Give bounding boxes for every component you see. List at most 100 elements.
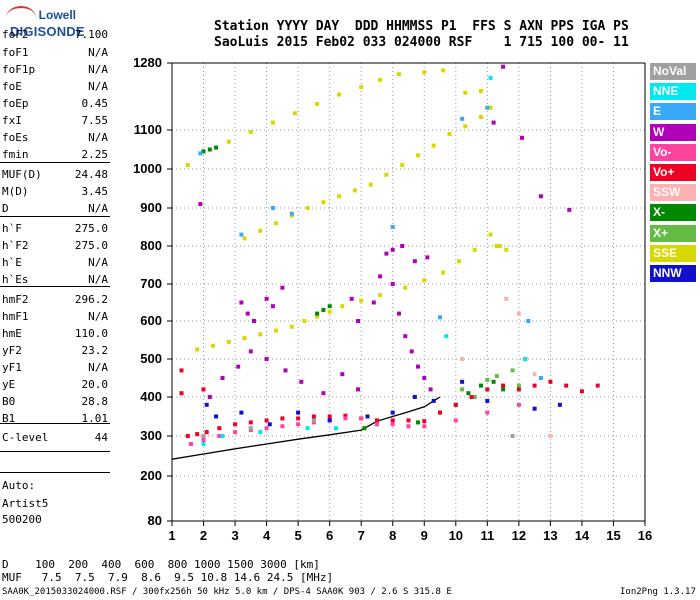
echo-point-sse: [400, 163, 405, 168]
param-value: 28.8: [81, 395, 109, 408]
echo-point-vo-: [579, 389, 584, 394]
param-value: 7.100: [74, 28, 108, 41]
param-row-hmf2: hmF2 296.2: [2, 293, 108, 309]
echo-point-nne: [305, 426, 310, 431]
echo-point-w: [283, 368, 288, 373]
param-name: D: [2, 202, 9, 215]
legend-item-noval: NoVal: [650, 63, 696, 80]
echo-point-e: [198, 151, 203, 156]
echo-point-e: [239, 232, 244, 237]
echo-point-w: [239, 300, 244, 305]
echo-point-vo-: [188, 442, 193, 446]
echo-point-sse: [226, 139, 231, 144]
param-value: N/A: [88, 310, 108, 323]
echo-point-sse: [494, 244, 499, 248]
echo-point-vo-: [185, 434, 190, 438]
echo-point-vo-: [453, 418, 458, 423]
param-row-muf-d-: MUF(D) 24.48: [2, 168, 108, 184]
echo-point-ssw: [532, 372, 537, 377]
param-separator: [0, 162, 110, 163]
echo-point-sse: [359, 298, 364, 303]
echo-point-vo-: [296, 422, 301, 427]
x-tick-label: 11: [480, 528, 494, 543]
echo-point-e: [460, 116, 465, 121]
param-value: N/A: [88, 361, 108, 374]
echo-point-vo-: [248, 420, 253, 425]
echo-point-sse: [337, 92, 342, 97]
y-tick-label: 80: [148, 513, 162, 528]
echo-point-noval: [248, 426, 253, 431]
echo-point-w: [378, 274, 383, 279]
echo-point-ssw: [516, 311, 521, 316]
x-tick-label: 5: [295, 528, 302, 543]
x-tick-label: 16: [638, 528, 652, 543]
echo-point-vo-: [532, 383, 537, 388]
echo-point-e: [289, 211, 294, 216]
echo-point-sse: [497, 244, 502, 248]
echo-point-sse: [488, 105, 493, 110]
echo-point-w: [400, 244, 405, 248]
param-value: 296.2: [74, 293, 108, 306]
echo-point-sse: [378, 77, 383, 82]
echo-point-vo-: [264, 418, 269, 423]
echo-point-vo-: [217, 426, 222, 431]
param-separator: [0, 472, 110, 473]
echo-point-vo-: [204, 430, 209, 435]
param-name: yF2: [2, 344, 22, 357]
profile-curve: [171, 396, 441, 460]
param-row-ye: yE 20.0: [2, 378, 108, 394]
echo-point-vo-: [548, 379, 553, 384]
echo-point-w: [248, 349, 253, 354]
echo-point-e: [538, 376, 543, 380]
echo-point-sse: [242, 236, 247, 241]
x-tick-label: 14: [575, 528, 590, 543]
echo-point-vo-: [453, 402, 458, 407]
echo-point-w: [409, 349, 414, 354]
echo-point-vo-: [179, 368, 184, 373]
echo-point-x-: [516, 383, 521, 388]
echo-point-vo-: [485, 387, 490, 392]
param-value: 0.45: [81, 97, 109, 110]
echo-point-nnw: [412, 395, 417, 399]
legend-item-e: E: [650, 103, 696, 121]
echo-point-vo-: [264, 426, 269, 431]
echo-point-nnw: [296, 410, 301, 415]
x-tick-label: 13: [543, 528, 557, 543]
echo-point-w: [425, 255, 430, 260]
echo-point-nnw: [532, 406, 537, 411]
echo-point-vo-: [469, 395, 474, 399]
echo-point-sse: [504, 247, 509, 252]
echo-point-sse: [258, 228, 263, 233]
echo-point-vo-: [375, 418, 379, 423]
echo-point-w: [520, 135, 524, 140]
auto-line2: Artist5: [2, 497, 49, 510]
legend-item-nne: NNE: [650, 83, 696, 101]
echo-point-vo-: [422, 419, 427, 424]
echo-point-sse: [248, 129, 253, 134]
echo-point-w: [236, 364, 241, 369]
param-row-b1: B1 1.01: [2, 412, 108, 428]
param-value: N/A: [88, 131, 108, 144]
param-name: B1: [2, 412, 16, 425]
echo-point-vo-: [516, 402, 521, 407]
echo-point-x-: [485, 377, 490, 382]
echo-point-nne: [258, 430, 263, 435]
legend-item-nnw: NNW: [650, 265, 696, 282]
echo-point-w: [264, 296, 269, 301]
x-tick-label: 15: [606, 528, 620, 543]
param-value: N/A: [88, 256, 108, 269]
echo-point-w: [252, 319, 256, 323]
echo-point-sse: [185, 163, 190, 168]
param-value: 110.0: [74, 327, 108, 340]
legend-item-x-: X-: [650, 204, 696, 222]
param-separator: [0, 423, 110, 424]
echo-point-nnw: [365, 414, 370, 419]
legend-item-w: W: [650, 123, 696, 141]
echo-point-x-: [327, 304, 332, 309]
echo-point-sse: [352, 188, 357, 193]
echo-point-ssw: [460, 357, 465, 361]
x-tick-label: 1: [168, 528, 175, 543]
x-tick-label: 7: [358, 528, 365, 543]
echo-point-sse: [293, 111, 297, 116]
echo-point-w: [270, 304, 275, 309]
